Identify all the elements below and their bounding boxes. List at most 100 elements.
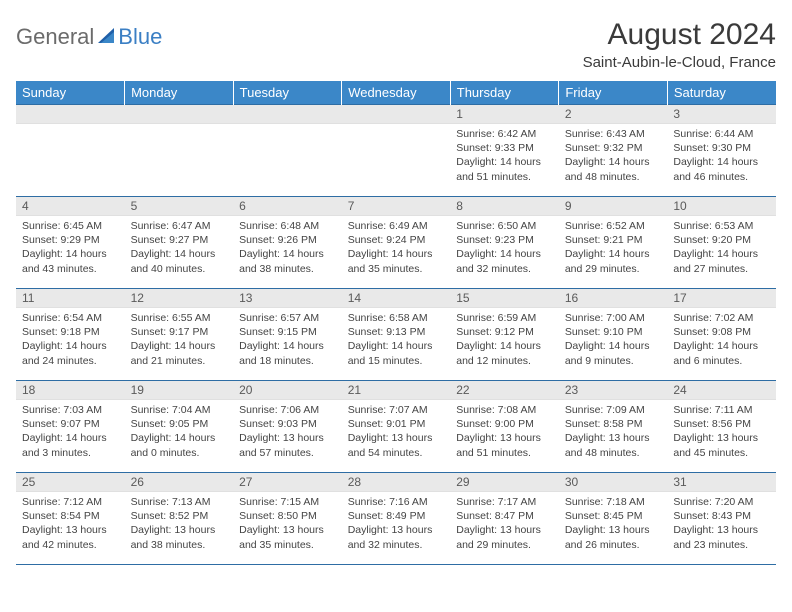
day-sunrise: Sunrise: 7:11 AM — [673, 403, 770, 417]
day-sunrise: Sunrise: 6:47 AM — [131, 219, 228, 233]
day-body: Sunrise: 6:48 AMSunset: 9:26 PMDaylight:… — [233, 216, 342, 279]
calendar-cell: 18Sunrise: 7:03 AMSunset: 9:07 PMDayligh… — [16, 381, 125, 473]
day-daylight1: Daylight: 14 hours — [22, 247, 119, 261]
header: General Blue August 2024 Saint-Aubin-le-… — [16, 18, 776, 71]
calendar-cell: 16Sunrise: 7:00 AMSunset: 9:10 PMDayligh… — [559, 289, 668, 381]
day-daylight2: and 48 minutes. — [565, 170, 662, 184]
calendar-cell: 12Sunrise: 6:55 AMSunset: 9:17 PMDayligh… — [125, 289, 234, 381]
day-daylight1: Daylight: 14 hours — [131, 339, 228, 353]
day-daylight2: and 21 minutes. — [131, 354, 228, 368]
day-daylight1: Daylight: 13 hours — [131, 523, 228, 537]
day-daylight1: Daylight: 13 hours — [673, 523, 770, 537]
day-sunset: Sunset: 9:27 PM — [131, 233, 228, 247]
dow-thursday: Thursday — [450, 81, 559, 105]
day-sunrise: Sunrise: 7:16 AM — [348, 495, 445, 509]
calendar-cell — [233, 105, 342, 197]
day-body: Sunrise: 6:53 AMSunset: 9:20 PMDaylight:… — [667, 216, 776, 279]
calendar-cell — [125, 105, 234, 197]
day-sunset: Sunset: 9:21 PM — [565, 233, 662, 247]
calendar-table: Sunday Monday Tuesday Wednesday Thursday… — [16, 81, 776, 565]
day-daylight2: and 12 minutes. — [456, 354, 553, 368]
day-daylight2: and 29 minutes. — [456, 538, 553, 552]
day-daylight1: Daylight: 14 hours — [456, 247, 553, 261]
day-daylight2: and 15 minutes. — [348, 354, 445, 368]
day-body: Sunrise: 6:49 AMSunset: 9:24 PMDaylight:… — [342, 216, 451, 279]
day-body: Sunrise: 6:50 AMSunset: 9:23 PMDaylight:… — [450, 216, 559, 279]
day-sunrise: Sunrise: 7:00 AM — [565, 311, 662, 325]
dow-saturday: Saturday — [667, 81, 776, 105]
day-number: 28 — [342, 473, 451, 492]
calendar-cell: 5Sunrise: 6:47 AMSunset: 9:27 PMDaylight… — [125, 197, 234, 289]
day-number: 23 — [559, 381, 668, 400]
dow-monday: Monday — [125, 81, 234, 105]
day-number: 9 — [559, 197, 668, 216]
day-body: Sunrise: 7:03 AMSunset: 9:07 PMDaylight:… — [16, 400, 125, 463]
calendar-cell: 28Sunrise: 7:16 AMSunset: 8:49 PMDayligh… — [342, 473, 451, 565]
day-number — [16, 105, 125, 124]
day-daylight2: and 29 minutes. — [565, 262, 662, 276]
day-body: Sunrise: 6:55 AMSunset: 9:17 PMDaylight:… — [125, 308, 234, 371]
day-body: Sunrise: 7:16 AMSunset: 8:49 PMDaylight:… — [342, 492, 451, 555]
day-daylight2: and 0 minutes. — [131, 446, 228, 460]
day-daylight2: and 26 minutes. — [565, 538, 662, 552]
day-sunrise: Sunrise: 6:45 AM — [22, 219, 119, 233]
day-number — [342, 105, 451, 124]
day-body: Sunrise: 6:59 AMSunset: 9:12 PMDaylight:… — [450, 308, 559, 371]
calendar-cell: 25Sunrise: 7:12 AMSunset: 8:54 PMDayligh… — [16, 473, 125, 565]
calendar-cell: 13Sunrise: 6:57 AMSunset: 9:15 PMDayligh… — [233, 289, 342, 381]
calendar-week-row: 18Sunrise: 7:03 AMSunset: 9:07 PMDayligh… — [16, 381, 776, 473]
day-sunrise: Sunrise: 7:03 AM — [22, 403, 119, 417]
logo-text-blue: Blue — [118, 24, 162, 50]
calendar-week-row: 25Sunrise: 7:12 AMSunset: 8:54 PMDayligh… — [16, 473, 776, 565]
day-body — [342, 124, 451, 130]
day-daylight1: Daylight: 13 hours — [239, 523, 336, 537]
day-daylight1: Daylight: 14 hours — [673, 339, 770, 353]
day-sunrise: Sunrise: 6:54 AM — [22, 311, 119, 325]
day-daylight1: Daylight: 14 hours — [239, 339, 336, 353]
calendar-cell: 31Sunrise: 7:20 AMSunset: 8:43 PMDayligh… — [667, 473, 776, 565]
day-sunset: Sunset: 9:03 PM — [239, 417, 336, 431]
day-sunset: Sunset: 8:50 PM — [239, 509, 336, 523]
day-sunset: Sunset: 9:24 PM — [348, 233, 445, 247]
day-body: Sunrise: 6:58 AMSunset: 9:13 PMDaylight:… — [342, 308, 451, 371]
calendar-cell: 20Sunrise: 7:06 AMSunset: 9:03 PMDayligh… — [233, 381, 342, 473]
day-sunrise: Sunrise: 7:06 AM — [239, 403, 336, 417]
day-sunrise: Sunrise: 7:17 AM — [456, 495, 553, 509]
day-number: 6 — [233, 197, 342, 216]
day-sunset: Sunset: 8:52 PM — [131, 509, 228, 523]
day-number: 2 — [559, 105, 668, 124]
day-daylight1: Daylight: 14 hours — [22, 339, 119, 353]
day-daylight1: Daylight: 13 hours — [456, 523, 553, 537]
day-sunset: Sunset: 9:23 PM — [456, 233, 553, 247]
calendar-week-row: 1Sunrise: 6:42 AMSunset: 9:33 PMDaylight… — [16, 105, 776, 197]
day-number: 7 — [342, 197, 451, 216]
day-daylight2: and 18 minutes. — [239, 354, 336, 368]
day-number: 4 — [16, 197, 125, 216]
day-number: 24 — [667, 381, 776, 400]
day-number: 22 — [450, 381, 559, 400]
day-daylight2: and 27 minutes. — [673, 262, 770, 276]
day-number: 17 — [667, 289, 776, 308]
day-sunrise: Sunrise: 6:43 AM — [565, 127, 662, 141]
day-number: 3 — [667, 105, 776, 124]
day-daylight1: Daylight: 14 hours — [565, 339, 662, 353]
day-sunrise: Sunrise: 7:15 AM — [239, 495, 336, 509]
day-number: 8 — [450, 197, 559, 216]
day-sunrise: Sunrise: 6:49 AM — [348, 219, 445, 233]
day-daylight1: Daylight: 13 hours — [22, 523, 119, 537]
day-daylight2: and 32 minutes. — [348, 538, 445, 552]
day-number: 29 — [450, 473, 559, 492]
day-body: Sunrise: 6:42 AMSunset: 9:33 PMDaylight:… — [450, 124, 559, 187]
day-number: 31 — [667, 473, 776, 492]
day-sunrise: Sunrise: 7:12 AM — [22, 495, 119, 509]
day-body: Sunrise: 6:43 AMSunset: 9:32 PMDaylight:… — [559, 124, 668, 187]
day-sunset: Sunset: 8:58 PM — [565, 417, 662, 431]
day-sunset: Sunset: 9:08 PM — [673, 325, 770, 339]
calendar-cell: 2Sunrise: 6:43 AMSunset: 9:32 PMDaylight… — [559, 105, 668, 197]
day-sunset: Sunset: 8:45 PM — [565, 509, 662, 523]
logo-text-general: General — [16, 24, 94, 50]
day-body: Sunrise: 7:15 AMSunset: 8:50 PMDaylight:… — [233, 492, 342, 555]
day-sunset: Sunset: 8:56 PM — [673, 417, 770, 431]
day-daylight1: Daylight: 14 hours — [22, 431, 119, 445]
day-daylight1: Daylight: 14 hours — [673, 247, 770, 261]
